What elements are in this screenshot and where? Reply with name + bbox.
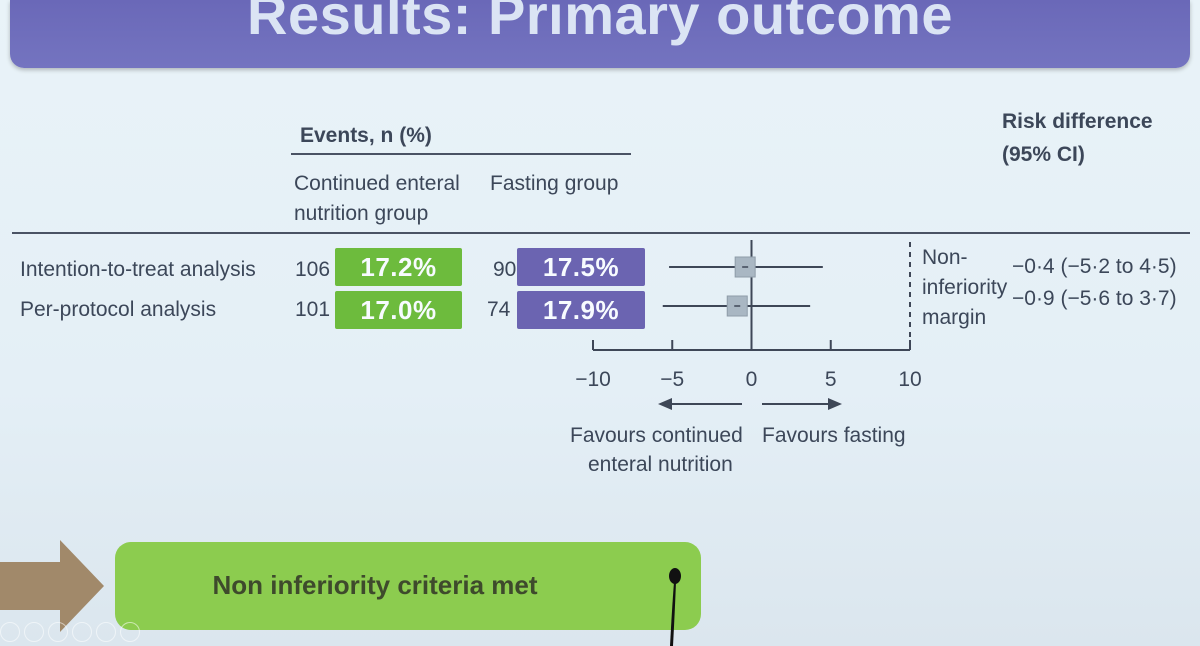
table-header-rule [12, 232, 1190, 234]
pen-control-icon[interactable] [48, 622, 68, 642]
enteral-col-header-1: Continued enteral [294, 172, 460, 195]
conclusion-text: Non inferiority criteria met [212, 570, 538, 600]
ni-label-2: inferiority [922, 276, 1008, 299]
itt-fasting-pct: 17.5% [517, 248, 645, 286]
events-header-rule [291, 153, 631, 155]
play-control-icon[interactable] [24, 622, 44, 642]
favours-right-arrowhead [828, 398, 842, 410]
fasting-col-header: Fasting group [490, 172, 619, 195]
favours-right: Favours fasting [762, 424, 906, 447]
itt-enteral-n: 106 [295, 258, 331, 281]
x-tick-label: −5 [660, 368, 684, 391]
ni-label-1: Non- [922, 246, 968, 269]
itt-enteral-pct: 17.2% [335, 248, 462, 286]
x-tick-label: −10 [575, 368, 611, 391]
x-tick-label: 5 [825, 368, 837, 391]
x-tick-label: 10 [898, 368, 921, 391]
more-control-icon[interactable] [120, 622, 140, 642]
favours-left-arrowhead [658, 398, 672, 410]
pp-enteral-pct: 17.0% [335, 291, 462, 329]
row-label-itt: Intention-to-treat analysis [20, 258, 256, 281]
risk-header-1: Risk difference [1002, 110, 1153, 133]
risk-header-2: (95% CI) [1002, 143, 1085, 166]
conclusion-box: Non inferiority criteria met [115, 542, 701, 630]
favours-left-1: Favours continued [570, 424, 743, 447]
forest-plot: −10 −5 0 5 10 [575, 240, 922, 410]
slides-control-icon[interactable] [72, 622, 92, 642]
itt-risk-difference: −0·4 (−5·2 to 4·5) [1012, 255, 1177, 278]
zoom-control-icon[interactable] [96, 622, 116, 642]
pp-enteral-n: 101 [295, 298, 331, 321]
ni-label-3: margin [922, 306, 987, 329]
favours-left-2: enteral nutrition [588, 453, 733, 476]
row-label-pp: Per-protocol analysis [20, 298, 217, 321]
presentation-controls[interactable] [0, 622, 140, 646]
events-header: Events, n (%) [300, 124, 432, 147]
slide-title: Results: Primary outcome [247, 0, 953, 46]
title-bar: Results: Primary outcome [10, 0, 1190, 68]
pp-fasting-pct: 17.9% [517, 291, 645, 329]
enteral-col-header-2: nutrition group [294, 202, 429, 225]
pointer-icon [669, 568, 681, 646]
pp-fasting-n: 74 [487, 298, 511, 321]
prev-control-icon[interactable] [0, 622, 20, 642]
pp-risk-difference: −0·9 (−5·6 to 3·7) [1012, 287, 1177, 310]
x-tick-label: 0 [746, 368, 758, 391]
itt-fasting-n: 90 [493, 258, 517, 281]
conclusion-arrow-icon [0, 540, 104, 632]
